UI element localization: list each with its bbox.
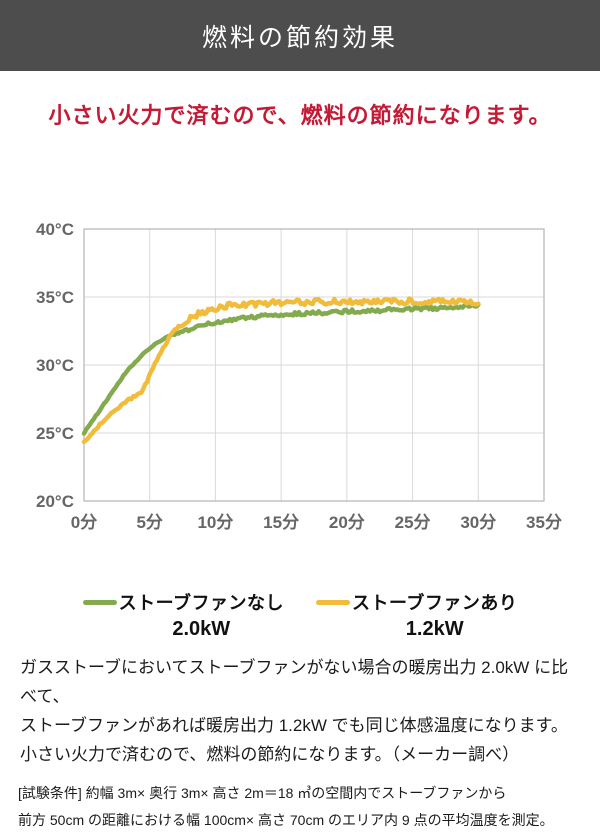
legend-label-no-fan: ストーブファンなし xyxy=(118,593,284,613)
legend-swatch-yellow-line xyxy=(316,599,350,605)
svg-text:10分: 10分 xyxy=(197,513,233,532)
legend-power-no-fan: 2.0kW xyxy=(172,618,231,640)
description-line-3: 小さい火力で済むので、燃料の節約になります。（メーカー調べ） xyxy=(20,745,520,764)
svg-text:25°C: 25°C xyxy=(36,424,74,443)
svg-text:40°C: 40°C xyxy=(36,220,74,239)
svg-text:5分: 5分 xyxy=(136,513,162,532)
description-line-2: ストーブファンがあれば暖房出力 1.2kW でも同じ体感温度になります。 xyxy=(20,716,568,735)
description-line-1: ガスストーブにおいてストーブファンがない場合の暖房出力 2.0kW に比べて、 xyxy=(20,658,569,706)
legend-entry-with-fan: ストーブファンあり 1.2kW xyxy=(316,589,517,641)
test-conditions-note: [試験条件] 約幅 3m× 奥行 3m× 高さ 2m＝18 ㎥の空間内でストーブ… xyxy=(18,780,582,834)
svg-text:30°C: 30°C xyxy=(36,356,74,375)
legend-entry-no-fan: ストーブファンなし 2.0kW xyxy=(82,589,284,641)
legend-power-with-fan: 1.2kW xyxy=(405,618,464,640)
page-title: 燃料の節約効果 xyxy=(201,24,398,52)
chart-legend: ストーブファンなし 2.0kW ストーブファンあり 1.2kW xyxy=(0,589,600,641)
svg-text:0分: 0分 xyxy=(71,513,97,532)
legend-swatch-green-line xyxy=(82,599,117,605)
legend-label-with-fan: ストーブファンあり xyxy=(352,593,518,613)
description-text: ガスストーブにおいてストーブファンがない場合の暖房出力 2.0kW に比べて、 … xyxy=(20,653,580,769)
svg-text:20°C: 20°C xyxy=(36,492,74,511)
headline-text: 小さい火力で済むので、燃料の節約になります。 xyxy=(48,103,552,128)
svg-text:35°C: 35°C xyxy=(36,288,74,307)
chart-container: 40°C 35°C 30°C 25°C 20°C 0分 5分 10分 15分 20分 25分 30分 3… xyxy=(0,211,600,541)
svg-text:15分: 15分 xyxy=(263,513,299,532)
svg-text:30分: 30分 xyxy=(460,513,496,532)
svg-text:25分: 25分 xyxy=(395,513,431,532)
test-conditions-line-2: 前方 50cm の距離における幅 100cm× 高さ 70cm のエリア内 9 … xyxy=(18,812,554,828)
svg-text:20分: 20分 xyxy=(329,513,365,532)
fuel-chart: 40°C 35°C 30°C 25°C 20°C 0分 5分 10分 15分 20分 25分 30分 3… xyxy=(36,220,562,532)
test-conditions-line-1: [試験条件] 約幅 3m× 奥行 3m× 高さ 2m＝18 ㎥の空間内でストーブ… xyxy=(18,785,507,801)
header-bar: 燃料の節約効果 xyxy=(0,0,600,71)
svg-text:35分: 35分 xyxy=(526,513,562,532)
